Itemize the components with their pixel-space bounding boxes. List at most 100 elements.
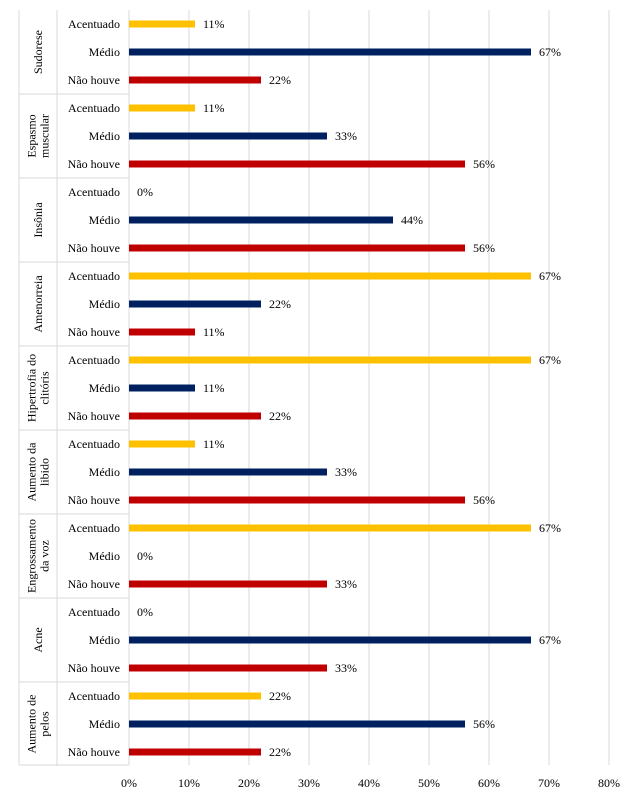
group-label: Espasmomuscular <box>25 114 52 158</box>
data-label: 22% <box>269 409 291 423</box>
x-tick-label: 30% <box>298 776 320 790</box>
category-label: Médio <box>89 549 120 563</box>
bar <box>129 104 195 112</box>
bar <box>129 76 261 84</box>
data-label: 56% <box>473 717 495 731</box>
category-label: Médio <box>89 129 120 143</box>
data-label: 22% <box>269 689 291 703</box>
bar <box>129 524 531 532</box>
category-label: Não houve <box>68 745 120 759</box>
group-label: Aumento dalibido <box>25 442 52 502</box>
x-tick-label: 20% <box>238 776 260 790</box>
bar <box>129 384 195 392</box>
data-label: 44% <box>401 213 423 227</box>
data-label: 11% <box>203 17 225 31</box>
bar <box>129 20 195 28</box>
bar <box>129 496 465 504</box>
category-label: Não houve <box>68 73 120 87</box>
category-label: Não houve <box>68 409 120 423</box>
category-label: Acentuado <box>68 269 120 283</box>
bar <box>129 468 327 476</box>
data-label: 67% <box>539 269 561 283</box>
category-label: Médio <box>89 297 120 311</box>
data-label: 33% <box>335 465 357 479</box>
data-label: 33% <box>335 129 357 143</box>
category-label: Acentuado <box>68 185 120 199</box>
bar <box>129 720 465 728</box>
x-tick-label: 10% <box>178 776 200 790</box>
category-label: Não houve <box>68 661 120 675</box>
x-tick-label: 40% <box>358 776 380 790</box>
category-label: Não houve <box>68 493 120 507</box>
data-label: 11% <box>203 325 225 339</box>
x-tick-label: 0% <box>121 776 137 790</box>
category-label: Não houve <box>68 325 120 339</box>
category-label: Não houve <box>68 157 120 171</box>
group-label: Hipertrofia doclitóris <box>25 354 52 422</box>
category-label: Médio <box>89 717 120 731</box>
data-label: 0% <box>137 185 153 199</box>
data-label: 67% <box>539 353 561 367</box>
bar <box>129 160 465 168</box>
bar <box>129 440 195 448</box>
data-label: 22% <box>269 73 291 87</box>
data-label: 11% <box>203 101 225 115</box>
category-label: Acentuado <box>68 689 120 703</box>
x-tick-label: 60% <box>478 776 500 790</box>
data-label: 67% <box>539 633 561 647</box>
bar <box>129 580 327 588</box>
bar <box>129 300 261 308</box>
bars <box>129 20 531 756</box>
bar <box>129 692 261 700</box>
group-label: Amenorreia <box>31 275 45 333</box>
category-label: Acentuado <box>68 605 120 619</box>
bar <box>129 356 531 364</box>
x-tick-label: 50% <box>418 776 440 790</box>
data-label: 33% <box>335 661 357 675</box>
group-label: Engrossamentoda voz <box>25 519 52 593</box>
data-label: 0% <box>137 549 153 563</box>
data-label: 11% <box>203 381 225 395</box>
data-label: 22% <box>269 297 291 311</box>
data-label: 56% <box>473 241 495 255</box>
bar <box>129 412 261 420</box>
category-label: Acentuado <box>68 17 120 31</box>
bar <box>129 636 531 644</box>
bar <box>129 132 327 140</box>
data-label: 22% <box>269 745 291 759</box>
gridlines <box>128 10 610 765</box>
bar <box>129 272 531 280</box>
group-label: Aumento depelos <box>25 695 52 754</box>
category-label: Acentuado <box>68 437 120 451</box>
category-label: Acentuado <box>68 353 120 367</box>
category-label: Não houve <box>68 577 120 591</box>
bar <box>129 48 531 56</box>
bar <box>129 664 327 672</box>
category-label: Médio <box>89 45 120 59</box>
data-label: 56% <box>473 493 495 507</box>
data-label: 0% <box>137 605 153 619</box>
bar <box>129 216 393 224</box>
data-label: 11% <box>203 437 225 451</box>
category-label: Médio <box>89 213 120 227</box>
data-label: 56% <box>473 157 495 171</box>
data-label: 67% <box>539 521 561 535</box>
labels: 0% 10% 20% 30% 40% 50% 60% 70% 80% Sudorese Acentu… <box>25 17 621 790</box>
data-label: 67% <box>539 45 561 59</box>
bar <box>129 328 195 336</box>
x-tick-label: 70% <box>538 776 560 790</box>
category-label: Não houve <box>68 241 120 255</box>
group-label: Insônia <box>31 202 45 238</box>
group-label: Acne <box>31 627 45 652</box>
category-label: Acentuado <box>68 101 120 115</box>
x-tick-label: 80% <box>598 776 620 790</box>
category-label: Médio <box>89 381 120 395</box>
category-label: Acentuado <box>68 521 120 535</box>
group-label: Sudorese <box>31 30 45 74</box>
category-label: Médio <box>89 465 120 479</box>
bar <box>129 244 465 252</box>
data-label: 33% <box>335 577 357 591</box>
category-label: Médio <box>89 633 120 647</box>
bar <box>129 748 261 756</box>
